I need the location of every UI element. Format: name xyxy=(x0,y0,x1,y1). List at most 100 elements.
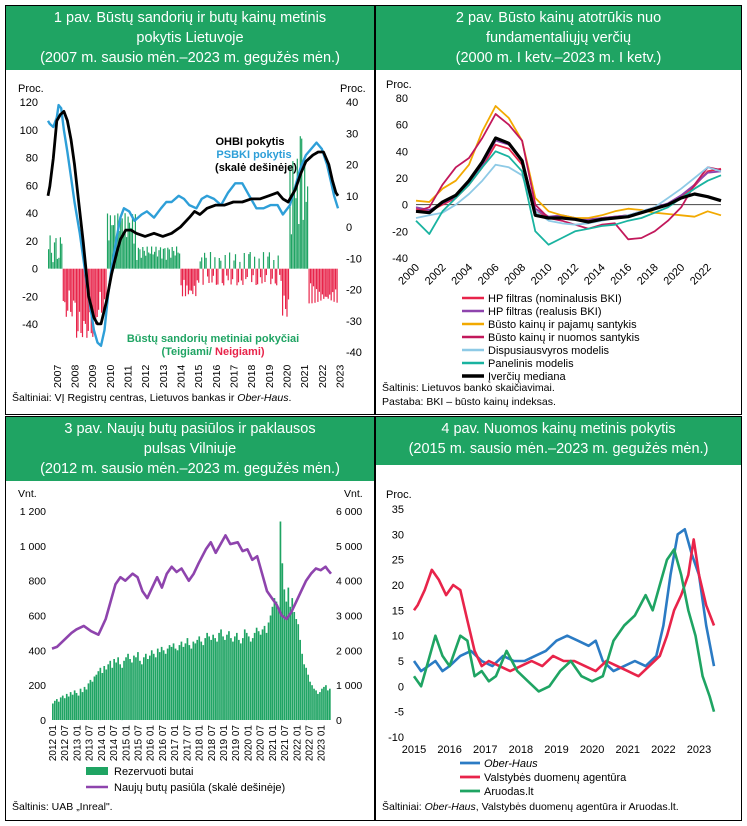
bar xyxy=(142,247,144,269)
bar xyxy=(73,690,76,720)
bar xyxy=(305,667,307,721)
bar xyxy=(210,639,212,720)
legend-label: Įverčių mediana xyxy=(488,371,567,383)
bar xyxy=(333,268,335,302)
bar xyxy=(107,664,110,720)
bar xyxy=(180,641,183,720)
bar xyxy=(151,246,153,269)
y-axis-left-label: Proc. xyxy=(18,83,44,95)
bar xyxy=(172,643,175,720)
bar xyxy=(290,234,292,269)
x-tick: 2014 01 xyxy=(97,725,108,762)
bar xyxy=(166,648,169,720)
bar xyxy=(212,268,214,276)
bar xyxy=(315,690,317,720)
x-tick: 2015 07 xyxy=(134,725,145,762)
bar xyxy=(287,587,290,720)
series-line xyxy=(415,136,722,224)
bar xyxy=(295,198,297,269)
bar xyxy=(329,268,331,295)
bar xyxy=(65,693,68,720)
bar xyxy=(101,673,104,720)
bar xyxy=(53,242,56,269)
panel-2-title-line: (2000 m. I ketv.–2023 m. I ketv.) xyxy=(455,50,662,66)
x-tick: 2020 xyxy=(281,364,293,388)
annotation-scale: (skalė dešinėje) xyxy=(215,162,297,174)
bar xyxy=(56,699,58,720)
panel-2-title-line: 2 pav. Būsto kainų atotrūkis nuo xyxy=(455,10,662,26)
bar xyxy=(184,268,187,297)
bar xyxy=(81,268,84,338)
bar xyxy=(189,268,191,291)
panel-1-title-line: 1 pav. Būstų sandorių ir butų kainų meti… xyxy=(53,10,327,26)
bar xyxy=(68,268,70,291)
bar xyxy=(285,268,287,309)
bar xyxy=(281,563,284,721)
bar xyxy=(193,268,195,286)
bar xyxy=(212,634,214,720)
series-line xyxy=(415,163,722,226)
bar xyxy=(243,629,246,720)
bar xyxy=(105,268,107,304)
bar xyxy=(81,692,84,720)
x-tick: 2020 01 xyxy=(243,725,254,762)
bar xyxy=(223,268,225,286)
bar xyxy=(145,653,147,720)
annotation-bars: Būstų sandorių metiniai pokyčiai xyxy=(127,333,299,345)
bar xyxy=(128,222,131,269)
series-line xyxy=(415,105,722,219)
y-tick-right: -20 xyxy=(346,285,362,297)
bar xyxy=(150,650,153,720)
bar xyxy=(141,664,143,720)
bar xyxy=(298,224,300,269)
bar xyxy=(205,257,207,269)
bar xyxy=(271,606,274,720)
legend-label: Aruodas.lt xyxy=(484,786,534,798)
bar xyxy=(123,233,125,269)
panel-4: 4 pav. Nuomos kainų metinis pokytis (201… xyxy=(375,416,742,821)
bar xyxy=(67,696,70,720)
bar xyxy=(168,645,171,720)
bar xyxy=(162,248,164,269)
x-tick: 2018 xyxy=(246,364,258,388)
bar xyxy=(267,622,270,720)
bar xyxy=(207,268,209,277)
y-tick: 20 xyxy=(392,580,404,592)
bar xyxy=(329,688,331,720)
panel-2-title: 2 pav. Būsto kainų atotrūkis nuo fundame… xyxy=(376,6,741,70)
bar xyxy=(77,695,80,720)
bar xyxy=(120,220,122,269)
bar xyxy=(174,255,176,269)
bar xyxy=(330,268,332,301)
panel-4-title-line: (2015 m. sausio mėn.–2023 m. gegužės mėn… xyxy=(408,441,709,457)
bar xyxy=(199,261,201,269)
panel-3-title-line: (2012 m. sausio mėn.–2023 m. gegužės mėn… xyxy=(40,461,340,477)
y-tick: -5 xyxy=(394,707,404,719)
source-line: Pastaba: BKI – būsto kainų indeksas. xyxy=(382,396,556,408)
bar xyxy=(296,158,298,269)
panel-4-title-line: 4 pav. Nuomos kainų metinis pokytis xyxy=(441,421,676,437)
y-tick: 80 xyxy=(396,93,408,105)
bar xyxy=(184,643,187,720)
bar xyxy=(269,615,272,720)
series-line xyxy=(415,143,722,222)
bar xyxy=(220,629,222,720)
bar xyxy=(289,606,292,720)
source-prefix: Šaltiniai: xyxy=(382,801,425,813)
bar xyxy=(314,268,316,303)
bar xyxy=(105,669,108,720)
y-axis-label: Proc. xyxy=(386,79,412,91)
bar xyxy=(146,246,148,269)
x-tick: 2016 xyxy=(608,262,634,288)
x-tick: 2006 xyxy=(476,262,502,288)
bar xyxy=(259,268,262,278)
bar xyxy=(270,268,272,285)
bar xyxy=(123,660,125,720)
bar xyxy=(202,268,204,285)
bar xyxy=(95,268,97,325)
bar xyxy=(192,641,195,720)
bar xyxy=(112,225,114,269)
bar xyxy=(261,268,263,284)
bar xyxy=(271,268,273,279)
y-tick-right: 4 000 xyxy=(336,576,362,588)
